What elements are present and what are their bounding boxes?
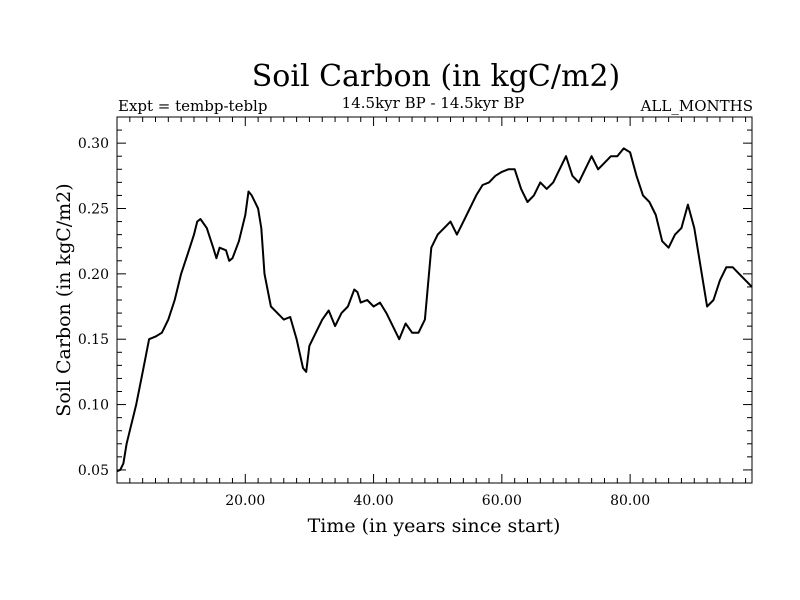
period-label: 14.5kyr BP - 14.5kyr BP <box>342 94 525 112</box>
x-tick-label: 80.00 <box>610 493 650 509</box>
y-tick-label: 0.15 <box>78 332 109 348</box>
x-tick-label: 20.00 <box>225 493 265 509</box>
chart-title: Soil Carbon (in kgC/m2) <box>252 59 620 94</box>
x-tick-labels: 20.00 40.00 60.00 80.00 <box>225 493 650 509</box>
y-tick-label: 0.05 <box>78 463 109 479</box>
y-tick-label: 0.20 <box>78 267 109 283</box>
soil-carbon-line <box>116 147 753 473</box>
x-axis-label: Time (in years since start) <box>308 515 561 537</box>
y-tick-label: 0.25 <box>78 202 109 218</box>
y-axis-label: Soil Carbon (in kgC/m2) <box>53 183 75 416</box>
plot-frame <box>116 116 753 484</box>
expt-label: Expt = tembp-teblp <box>118 97 267 115</box>
x-tick-label: 60.00 <box>482 493 522 509</box>
axis-ticks <box>117 117 752 483</box>
months-label: ALL_MONTHS <box>640 97 753 115</box>
x-tick-label: 40.00 <box>354 493 394 509</box>
y-tick-labels: 0.05 0.10 0.15 0.20 0.25 0.30 <box>78 136 109 479</box>
y-tick-label: 0.30 <box>78 136 109 152</box>
y-tick-label: 0.10 <box>78 398 109 414</box>
